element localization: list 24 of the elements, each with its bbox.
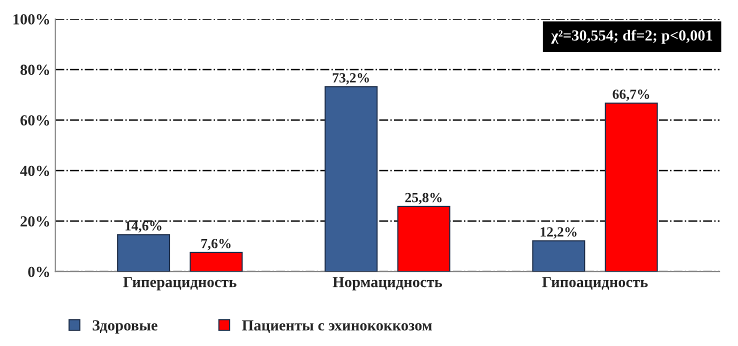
bar [324, 86, 378, 272]
legend-label: Пациенты с эхинококкозом [242, 320, 432, 334]
bar [397, 206, 450, 272]
y-tick-label: 20% [20, 216, 50, 227]
data-label: 25,8% [405, 192, 442, 204]
bar [117, 234, 170, 272]
x-tick-label: Гиперацидность [123, 277, 236, 290]
y-tick-label: 60% [20, 115, 50, 126]
data-label: 66,7% [612, 90, 650, 101]
data-label: 14,6% [126, 221, 162, 233]
annotation: χ²=30,554; df=2; p<0,001 [551, 30, 712, 44]
x-tick-label: Гипоацидность [542, 277, 648, 290]
y-tick-label: 0% [28, 266, 50, 278]
x-tick-label: Нормацидность [332, 277, 442, 290]
data-label: 7,6% [201, 238, 231, 250]
bar [604, 102, 658, 272]
data-label: 12,2% [540, 227, 576, 239]
data-label: 73,2% [332, 73, 369, 85]
y-tick-label: 40% [20, 166, 50, 176]
y-tick-label: 80% [20, 64, 50, 76]
legend-label: Здоровые [92, 320, 158, 334]
bar [190, 252, 243, 272]
y-tick-label: 100% [14, 14, 50, 25]
bar [532, 240, 586, 272]
